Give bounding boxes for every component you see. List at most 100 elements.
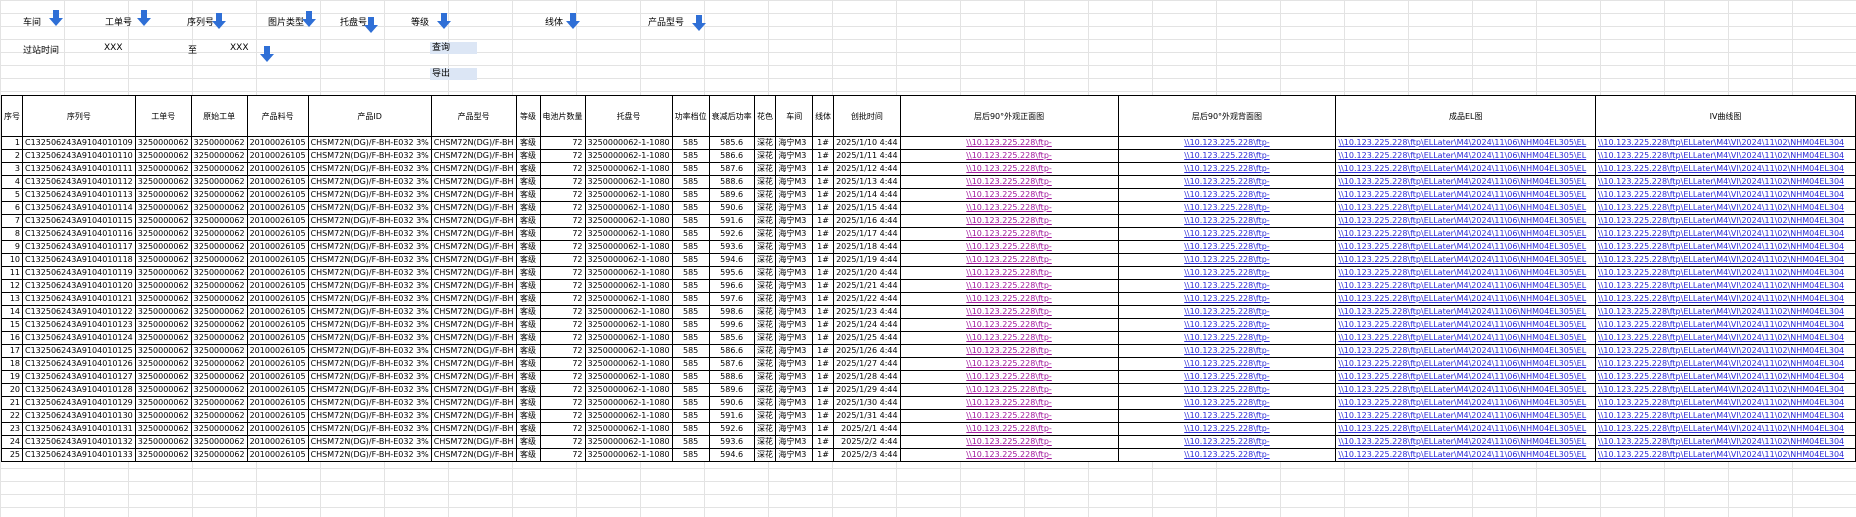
cell-front-image-link[interactable]: \\10.123.225.228\ftp- bbox=[899, 227, 1119, 241]
cell-iv-curve-link[interactable]: \\10.123.225.228\ftp\ELLater\M4\VI\2024\… bbox=[1595, 318, 1856, 332]
cell-back-image-link[interactable]: \\10.123.225.228\ftp- bbox=[1117, 331, 1337, 345]
arrow-down-icon[interactable] bbox=[364, 17, 378, 33]
cell-el-image-link[interactable]: \\10.123.225.228\ftp\ELLater\M4\2024\11\… bbox=[1335, 188, 1597, 202]
cell-back-image-link[interactable]: \\10.123.225.228\ftp- bbox=[1117, 396, 1337, 410]
cell-el-image-link[interactable]: \\10.123.225.228\ftp\ELLater\M4\2024\11\… bbox=[1335, 162, 1597, 176]
col-header-part-no[interactable]: 产品料号 bbox=[246, 95, 309, 137]
col-header-product-id[interactable]: 产品ID bbox=[307, 95, 432, 137]
cell-el-image-link[interactable]: \\10.123.225.228\ftp\ELLater\M4\2024\11\… bbox=[1335, 175, 1597, 189]
cell-el-image-link[interactable]: \\10.123.225.228\ftp\ELLater\M4\2024\11\… bbox=[1335, 214, 1597, 228]
cell-iv-curve-link[interactable]: \\10.123.225.228\ftp\ELLater\M4\VI\2024\… bbox=[1595, 214, 1856, 228]
cell-front-image-link[interactable]: \\10.123.225.228\ftp- bbox=[899, 409, 1119, 423]
cell-back-image-link[interactable]: \\10.123.225.228\ftp- bbox=[1117, 175, 1337, 189]
cell-el-image-link[interactable]: \\10.123.225.228\ftp\ELLater\M4\2024\11\… bbox=[1335, 201, 1597, 215]
pass-time-end-value[interactable]: XXX bbox=[230, 43, 249, 53]
cell-iv-curve-link[interactable]: \\10.123.225.228\ftp\ELLater\M4\VI\2024\… bbox=[1595, 279, 1856, 293]
cell-el-image-link[interactable]: \\10.123.225.228\ftp\ELLater\M4\2024\11\… bbox=[1335, 136, 1597, 150]
col-header-work-order[interactable]: 工单号 bbox=[134, 95, 192, 137]
cell-el-image-link[interactable]: \\10.123.225.228\ftp\ELLater\M4\2024\11\… bbox=[1335, 292, 1597, 306]
cell-iv-curve-link[interactable]: \\10.123.225.228\ftp\ELLater\M4\VI\2024\… bbox=[1595, 253, 1856, 267]
cell-iv-curve-link[interactable]: \\10.123.225.228\ftp\ELLater\M4\VI\2024\… bbox=[1595, 227, 1856, 241]
cell-el-image-link[interactable]: \\10.123.225.228\ftp\ELLater\M4\2024\11\… bbox=[1335, 383, 1597, 397]
cell-front-image-link[interactable]: \\10.123.225.228\ftp- bbox=[899, 188, 1119, 202]
col-header-original-order[interactable]: 原始工单 bbox=[190, 95, 248, 137]
cell-front-image-link[interactable]: \\10.123.225.228\ftp- bbox=[899, 292, 1119, 306]
col-header-degraded-power[interactable]: 衰减后功率 bbox=[708, 95, 755, 137]
arrow-down-icon[interactable] bbox=[302, 11, 316, 27]
cell-el-image-link[interactable]: \\10.123.225.228\ftp\ELLater\M4\2024\11\… bbox=[1335, 331, 1597, 345]
cell-front-image-link[interactable]: \\10.123.225.228\ftp- bbox=[899, 162, 1119, 176]
col-header-pallet[interactable]: 托盘号 bbox=[584, 95, 673, 137]
col-header-iv-curve[interactable]: IV曲线图 bbox=[1595, 95, 1856, 137]
col-header-power-bin[interactable]: 功率档位 bbox=[671, 95, 710, 137]
cell-el-image-link[interactable]: \\10.123.225.228\ftp\ELLater\M4\2024\11\… bbox=[1335, 422, 1597, 436]
cell-iv-curve-link[interactable]: \\10.123.225.228\ftp\ELLater\M4\VI\2024\… bbox=[1595, 162, 1856, 176]
cell-back-image-link[interactable]: \\10.123.225.228\ftp- bbox=[1117, 240, 1337, 254]
cell-back-image-link[interactable]: \\10.123.225.228\ftp- bbox=[1117, 292, 1337, 306]
cell-iv-curve-link[interactable]: \\10.123.225.228\ftp\ELLater\M4\VI\2024\… bbox=[1595, 357, 1856, 371]
cell-front-image-link[interactable]: \\10.123.225.228\ftp- bbox=[899, 279, 1119, 293]
cell-iv-curve-link[interactable]: \\10.123.225.228\ftp\ELLater\M4\VI\2024\… bbox=[1595, 188, 1856, 202]
cell-front-image-link[interactable]: \\10.123.225.228\ftp- bbox=[899, 214, 1119, 228]
cell-el-image-link[interactable]: \\10.123.225.228\ftp\ELLater\M4\2024\11\… bbox=[1335, 448, 1597, 462]
cell-back-image-link[interactable]: \\10.123.225.228\ftp- bbox=[1117, 201, 1337, 215]
arrow-down-icon[interactable] bbox=[437, 13, 451, 29]
cell-back-image-link[interactable]: \\10.123.225.228\ftp- bbox=[1117, 318, 1337, 332]
cell-front-image-link[interactable]: \\10.123.225.228\ftp- bbox=[899, 175, 1119, 189]
cell-iv-curve-link[interactable]: \\10.123.225.228\ftp\ELLater\M4\VI\2024\… bbox=[1595, 344, 1856, 358]
cell-el-image-link[interactable]: \\10.123.225.228\ftp\ELLater\M4\2024\11\… bbox=[1335, 370, 1597, 384]
pass-time-start-value[interactable]: XXX bbox=[104, 43, 123, 53]
cell-front-image-link[interactable]: \\10.123.225.228\ftp- bbox=[899, 422, 1119, 436]
cell-el-image-link[interactable]: \\10.123.225.228\ftp\ELLater\M4\2024\11\… bbox=[1335, 227, 1597, 241]
cell-iv-curve-link[interactable]: \\10.123.225.228\ftp\ELLater\M4\VI\2024\… bbox=[1595, 409, 1856, 423]
cell-back-image-link[interactable]: \\10.123.225.228\ftp- bbox=[1117, 227, 1337, 241]
cell-back-image-link[interactable]: \\10.123.225.228\ftp- bbox=[1117, 357, 1337, 371]
cell-el-image-link[interactable]: \\10.123.225.228\ftp\ELLater\M4\2024\11\… bbox=[1335, 149, 1597, 163]
col-header-el-image[interactable]: 成品EL图 bbox=[1335, 95, 1597, 137]
col-header-cell-count[interactable]: 电池片数量 bbox=[539, 95, 586, 137]
cell-iv-curve-link[interactable]: \\10.123.225.228\ftp\ELLater\M4\VI\2024\… bbox=[1595, 370, 1856, 384]
cell-back-image-link[interactable]: \\10.123.225.228\ftp- bbox=[1117, 305, 1337, 319]
cell-front-image-link[interactable]: \\10.123.225.228\ftp- bbox=[899, 253, 1119, 267]
cell-front-image-link[interactable]: \\10.123.225.228\ftp- bbox=[899, 370, 1119, 384]
cell-iv-curve-link[interactable]: \\10.123.225.228\ftp\ELLater\M4\VI\2024\… bbox=[1595, 396, 1856, 410]
cell-el-image-link[interactable]: \\10.123.225.228\ftp\ELLater\M4\2024\11\… bbox=[1335, 305, 1597, 319]
cell-iv-curve-link[interactable]: \\10.123.225.228\ftp\ELLater\M4\VI\2024\… bbox=[1595, 136, 1856, 150]
cell-back-image-link[interactable]: \\10.123.225.228\ftp- bbox=[1117, 409, 1337, 423]
cell-front-image-link[interactable]: \\10.123.225.228\ftp- bbox=[899, 318, 1119, 332]
cell-front-image-link[interactable]: \\10.123.225.228\ftp- bbox=[899, 448, 1119, 462]
cell-back-image-link[interactable]: \\10.123.225.228\ftp- bbox=[1117, 188, 1337, 202]
cell-back-image-link[interactable]: \\10.123.225.228\ftp- bbox=[1117, 162, 1337, 176]
cell-iv-curve-link[interactable]: \\10.123.225.228\ftp\ELLater\M4\VI\2024\… bbox=[1595, 331, 1856, 345]
cell-iv-curve-link[interactable]: \\10.123.225.228\ftp\ELLater\M4\VI\2024\… bbox=[1595, 422, 1856, 436]
cell-iv-curve-link[interactable]: \\10.123.225.228\ftp\ELLater\M4\VI\2024\… bbox=[1595, 266, 1856, 280]
arrow-down-icon[interactable] bbox=[212, 13, 226, 29]
cell-front-image-link[interactable]: \\10.123.225.228\ftp- bbox=[899, 240, 1119, 254]
cell-el-image-link[interactable]: \\10.123.225.228\ftp\ELLater\M4\2024\11\… bbox=[1335, 435, 1597, 449]
cell-el-image-link[interactable]: \\10.123.225.228\ftp\ELLater\M4\2024\11\… bbox=[1335, 396, 1597, 410]
cell-iv-curve-link[interactable]: \\10.123.225.228\ftp\ELLater\M4\VI\2024\… bbox=[1595, 240, 1856, 254]
cell-front-image-link[interactable]: \\10.123.225.228\ftp- bbox=[899, 383, 1119, 397]
col-header-product-model[interactable]: 产品型号 bbox=[430, 95, 517, 137]
col-header-color[interactable]: 花色 bbox=[753, 95, 777, 137]
cell-front-image-link[interactable]: \\10.123.225.228\ftp- bbox=[899, 266, 1119, 280]
col-header-batch-time[interactable]: 创批时间 bbox=[833, 95, 901, 137]
arrow-down-icon[interactable] bbox=[137, 10, 151, 26]
cell-iv-curve-link[interactable]: \\10.123.225.228\ftp\ELLater\M4\VI\2024\… bbox=[1595, 175, 1856, 189]
cell-iv-curve-link[interactable]: \\10.123.225.228\ftp\ELLater\M4\VI\2024\… bbox=[1595, 201, 1856, 215]
cell-el-image-link[interactable]: \\10.123.225.228\ftp\ELLater\M4\2024\11\… bbox=[1335, 357, 1597, 371]
cell-back-image-link[interactable]: \\10.123.225.228\ftp- bbox=[1117, 266, 1337, 280]
col-header-grade[interactable]: 等级 bbox=[515, 95, 541, 137]
cell-back-image-link[interactable]: \\10.123.225.228\ftp- bbox=[1117, 279, 1337, 293]
cell-front-image-link[interactable]: \\10.123.225.228\ftp- bbox=[899, 136, 1119, 150]
cell-front-image-link[interactable]: \\10.123.225.228\ftp- bbox=[899, 435, 1119, 449]
col-header-serial[interactable]: 序列号 bbox=[22, 95, 136, 137]
cell-el-image-link[interactable]: \\10.123.225.228\ftp\ELLater\M4\2024\11\… bbox=[1335, 409, 1597, 423]
arrow-down-icon[interactable] bbox=[566, 13, 580, 29]
col-header-index[interactable]: 序号 bbox=[1, 95, 23, 137]
cell-back-image-link[interactable]: \\10.123.225.228\ftp- bbox=[1117, 383, 1337, 397]
cell-back-image-link[interactable]: \\10.123.225.228\ftp- bbox=[1117, 435, 1337, 449]
cell-front-image-link[interactable]: \\10.123.225.228\ftp- bbox=[899, 201, 1119, 215]
col-header-back-image[interactable]: 层后90°外观背面图 bbox=[1117, 95, 1337, 137]
cell-back-image-link[interactable]: \\10.123.225.228\ftp- bbox=[1117, 422, 1337, 436]
